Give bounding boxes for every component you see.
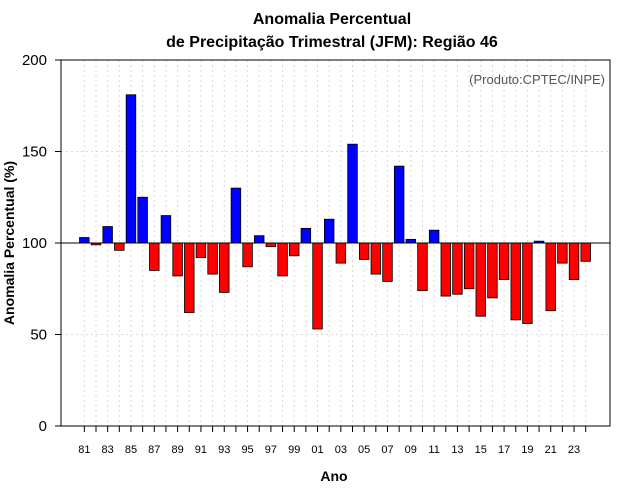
chart-title-line-1: Anomalia Percentual — [253, 11, 411, 28]
y-tick-label: 150 — [22, 144, 47, 161]
x-tick-label: 99 — [288, 444, 300, 456]
bar-93 — [219, 242, 230, 293]
grid — [61, 60, 610, 426]
x-tick-label: 95 — [241, 444, 253, 456]
bar-16 — [487, 242, 498, 299]
bar-96 — [254, 235, 265, 244]
x-tick-label: 87 — [148, 444, 160, 456]
x-tick-label: 21 — [545, 444, 557, 456]
bars — [79, 94, 591, 330]
bar-24 — [580, 242, 591, 262]
x-tick-label: 11 — [428, 444, 439, 456]
bar-84 — [114, 242, 125, 251]
bar-08 — [393, 165, 405, 244]
chart-title-line-2: de Precipitação Trimestral (JFM): Região… — [166, 34, 498, 51]
bar-91 — [195, 242, 207, 259]
bar-02 — [323, 218, 335, 244]
bar-07 — [382, 242, 393, 282]
bar-21 — [545, 242, 556, 312]
x-axis-label: Ano — [320, 468, 347, 484]
x-tick-label: 01 — [311, 444, 323, 456]
y-axis: 0 50 100 150 200 — [22, 52, 61, 435]
y-tick-label: 0 — [39, 418, 47, 435]
source-annotation: (Produto:CPTEC/INPE) — [469, 72, 605, 87]
x-tick-label: 91 — [195, 444, 207, 456]
bar-98 — [277, 242, 288, 277]
bar-95 — [242, 242, 253, 268]
x-tick-label: 03 — [335, 444, 347, 456]
x-axis: 81 83 85 87 89 91 93 95 97 99 01 03 05 07 09 11 13 15 17 19… — [78, 426, 587, 456]
bar-89 — [172, 242, 183, 277]
y-tick-label: 100 — [22, 235, 47, 252]
bar-92 — [207, 242, 218, 275]
x-tick-label: 93 — [218, 444, 230, 456]
bar-81 — [79, 237, 90, 244]
bar-90 — [184, 242, 195, 313]
bar-05 — [358, 242, 370, 260]
x-tick-label: 85 — [125, 444, 137, 456]
bar-00 — [300, 227, 312, 244]
bar-19 — [522, 242, 533, 324]
bar-23 — [568, 242, 580, 280]
x-tick-label: 05 — [358, 444, 370, 456]
bar-94 — [230, 187, 242, 244]
y-tick-label: 50 — [30, 327, 47, 344]
bar-22 — [557, 242, 568, 264]
bar-18 — [510, 242, 521, 321]
x-tick-label: 89 — [171, 444, 183, 456]
bar-99 — [289, 242, 300, 257]
bar-11 — [428, 229, 440, 244]
bar-03 — [335, 242, 347, 264]
x-tick-label: 07 — [381, 444, 393, 456]
x-tick-label: 15 — [475, 444, 487, 456]
bar-15 — [475, 242, 486, 317]
bar-85 — [125, 94, 137, 244]
bar-97 — [265, 242, 277, 248]
bar-01 — [312, 242, 323, 330]
bar-17 — [498, 242, 510, 280]
x-tick-label: 23 — [568, 444, 580, 456]
bar-14 — [463, 242, 475, 290]
x-tick-label: 09 — [405, 444, 417, 456]
x-tick-label: 17 — [498, 444, 510, 456]
bar-12 — [440, 242, 451, 297]
bar-88 — [160, 215, 172, 244]
y-tick-label: 200 — [22, 52, 47, 69]
x-tick-label: 83 — [102, 444, 114, 456]
bar-13 — [452, 242, 463, 295]
x-tick-label: 97 — [265, 444, 277, 456]
bar-87 — [149, 242, 160, 271]
bar-09 — [405, 238, 417, 244]
bar-83 — [102, 226, 113, 244]
y-axis-label: Anomalia Percentual (%) — [1, 161, 17, 325]
bar-06 — [370, 242, 382, 275]
x-tick-label: 81 — [78, 444, 90, 456]
x-tick-label: 19 — [521, 444, 533, 456]
bar-04 — [347, 143, 358, 244]
x-tick-label: 13 — [451, 444, 463, 456]
bar-86 — [137, 196, 148, 244]
bar-10 — [417, 242, 428, 291]
